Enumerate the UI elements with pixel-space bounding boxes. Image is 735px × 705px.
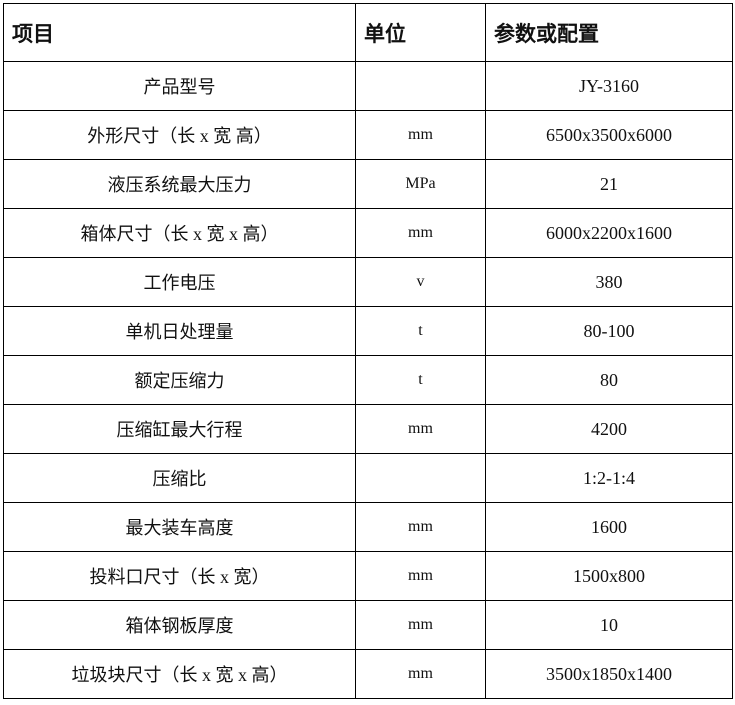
- cell-unit: mm: [355, 404, 486, 454]
- cell-item: 额定压缩力: [3, 355, 356, 405]
- cell-item: 箱体钢板厚度: [3, 600, 356, 650]
- cell-value: 1500x800: [485, 551, 733, 601]
- cell-unit: mm: [355, 502, 486, 552]
- cell-unit: mm: [355, 208, 486, 258]
- cell-value: 80: [485, 355, 733, 405]
- cell-value: 10: [485, 600, 733, 650]
- cell-item: 最大装车高度: [3, 502, 356, 552]
- cell-unit: mm: [355, 649, 486, 699]
- table-row: 单机日处理量 t 80-100: [3, 306, 733, 356]
- cell-item: 外形尺寸（长 x 宽 高）: [3, 110, 356, 160]
- cell-value: 3500x1850x1400: [485, 649, 733, 699]
- cell-unit: mm: [355, 600, 486, 650]
- cell-item: 箱体尺寸（长 x 宽 x 高）: [3, 208, 356, 258]
- table-row: 压缩比 1:2-1:4: [3, 453, 733, 503]
- cell-unit: [355, 61, 486, 111]
- table-row: 额定压缩力 t 80: [3, 355, 733, 405]
- table-row: 最大装车高度 mm 1600: [3, 502, 733, 552]
- cell-value: 1:2-1:4: [485, 453, 733, 503]
- cell-unit: mm: [355, 110, 486, 160]
- cell-value: 4200: [485, 404, 733, 454]
- table-row: 液压系统最大压力 MPa 21: [3, 159, 733, 209]
- cell-unit: mm: [355, 551, 486, 601]
- cell-unit: v: [355, 257, 486, 307]
- cell-value: 6000x2200x1600: [485, 208, 733, 258]
- table-row: 工作电压 v 380: [3, 257, 733, 307]
- cell-item: 垃圾块尺寸（长 x 宽 x 高）: [3, 649, 356, 699]
- cell-item: 投料口尺寸（长 x 宽）: [3, 551, 356, 601]
- table-row: 产品型号 JY-3160: [3, 61, 733, 111]
- table-row: 压缩缸最大行程 mm 4200: [3, 404, 733, 454]
- header-unit: 单位: [355, 3, 486, 62]
- cell-item: 产品型号: [3, 61, 356, 111]
- cell-value: 6500x3500x6000: [485, 110, 733, 160]
- cell-unit: t: [355, 306, 486, 356]
- table-row: 箱体钢板厚度 mm 10: [3, 600, 733, 650]
- cell-item: 压缩比: [3, 453, 356, 503]
- cell-value: JY-3160: [485, 61, 733, 111]
- cell-value: 1600: [485, 502, 733, 552]
- header-value: 参数或配置: [485, 3, 733, 62]
- cell-value: 80-100: [485, 306, 733, 356]
- cell-unit: t: [355, 355, 486, 405]
- cell-item: 液压系统最大压力: [3, 159, 356, 209]
- cell-value: 21: [485, 159, 733, 209]
- cell-value: 380: [485, 257, 733, 307]
- cell-item: 工作电压: [3, 257, 356, 307]
- cell-unit: [355, 453, 486, 503]
- cell-unit: MPa: [355, 159, 486, 209]
- table-header-row: 项目 单位 参数或配置: [3, 3, 733, 62]
- table-row: 外形尺寸（长 x 宽 高） mm 6500x3500x6000: [3, 110, 733, 160]
- cell-item: 单机日处理量: [3, 306, 356, 356]
- table-row: 垃圾块尺寸（长 x 宽 x 高） mm 3500x1850x1400: [3, 649, 733, 699]
- spec-table: 项目 单位 参数或配置 产品型号 JY-3160 外形尺寸（长 x 宽 高） mm 65…: [3, 3, 733, 699]
- table-row: 箱体尺寸（长 x 宽 x 高） mm 6000x2200x1600: [3, 208, 733, 258]
- table-row: 投料口尺寸（长 x 宽） mm 1500x800: [3, 551, 733, 601]
- header-item: 项目: [3, 3, 356, 62]
- cell-item: 压缩缸最大行程: [3, 404, 356, 454]
